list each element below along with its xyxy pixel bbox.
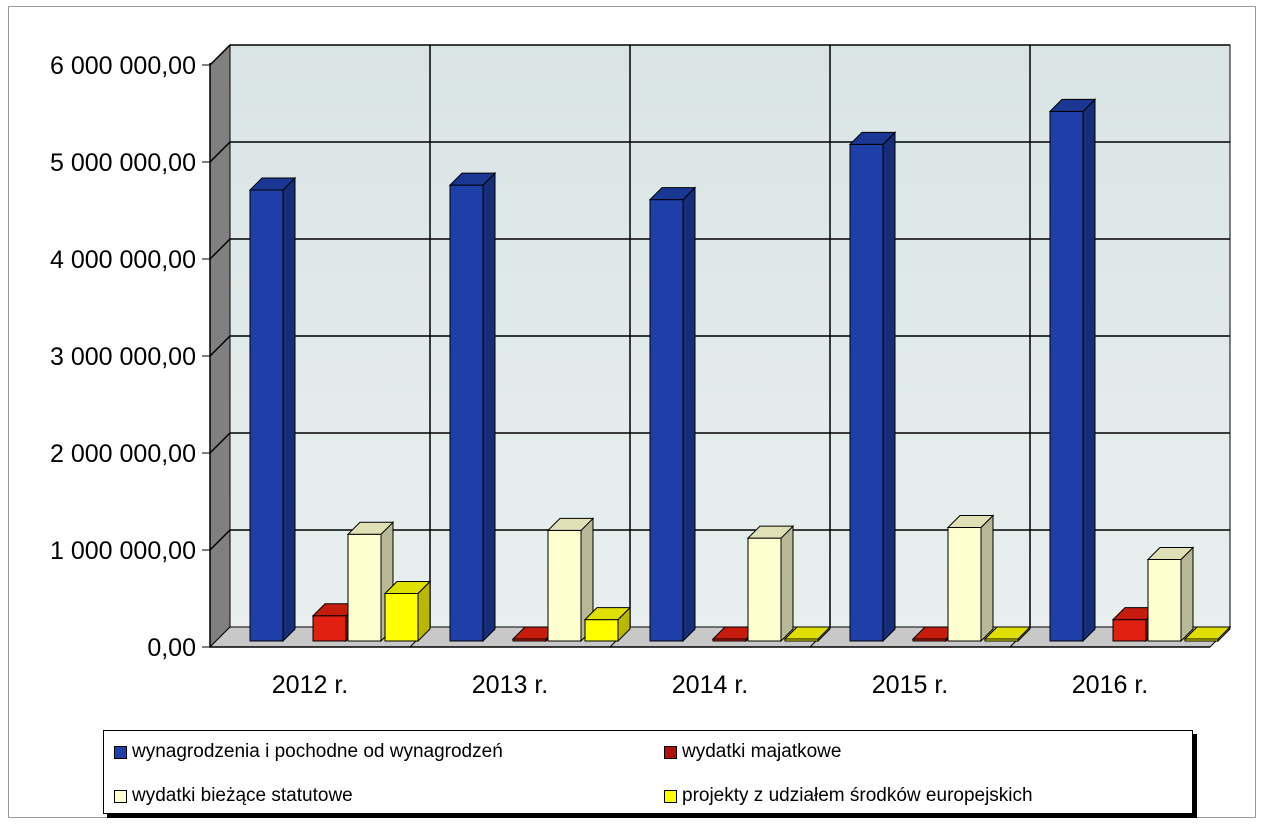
legend-label: wynagrodzenia i pochodne od wynagrodzeń bbox=[132, 741, 503, 762]
bar bbox=[848, 131, 897, 643]
legend-item: wynagrodzenia i pochodne od wynagrodzeń bbox=[114, 741, 503, 763]
legend-swatch bbox=[664, 745, 677, 759]
y-tick-label: 5 000 000,00 bbox=[50, 149, 196, 177]
bar-front bbox=[347, 533, 382, 642]
gridline bbox=[209, 529, 231, 551]
chart-frame bbox=[8, 6, 1256, 818]
bar-side bbox=[882, 131, 896, 643]
bar bbox=[983, 625, 1032, 643]
y-tick-label: 3 000 000,00 bbox=[50, 343, 196, 371]
legend-swatch bbox=[664, 789, 677, 803]
bar-top bbox=[583, 607, 632, 621]
bar bbox=[248, 176, 297, 643]
y-tick-label: 0,00 bbox=[147, 634, 196, 662]
legend-item: projekty z udziałem środków europejskich bbox=[664, 785, 1033, 807]
bar bbox=[648, 186, 697, 643]
x-tick-label: 2016 r. bbox=[1072, 671, 1148, 699]
bar bbox=[1048, 98, 1097, 643]
bar-top bbox=[248, 177, 297, 191]
bar-front bbox=[547, 529, 582, 642]
bar bbox=[783, 625, 832, 643]
gridline bbox=[209, 432, 231, 454]
bar-side bbox=[780, 524, 794, 643]
bar-front bbox=[1049, 110, 1084, 642]
bar-front bbox=[1112, 619, 1147, 642]
y-tick-label: 1 000 000,00 bbox=[50, 537, 196, 565]
gridline bbox=[209, 238, 231, 260]
x-tick-label: 2013 r. bbox=[472, 671, 548, 699]
x-tick-label: 2014 r. bbox=[672, 671, 748, 699]
bar bbox=[746, 524, 795, 643]
legend-swatch bbox=[114, 745, 127, 759]
gridline bbox=[209, 141, 231, 163]
bar-top bbox=[983, 626, 1032, 640]
bar-front bbox=[449, 184, 484, 642]
bar-side bbox=[482, 171, 496, 643]
bar-front bbox=[312, 615, 347, 642]
x-tick-label: 2015 r. bbox=[872, 671, 948, 699]
bar bbox=[448, 171, 497, 643]
legend-label: wydatki majatkowe bbox=[682, 741, 842, 762]
bar-front bbox=[384, 592, 419, 642]
bar-front bbox=[584, 619, 619, 642]
legend-item: wydatki majatkowe bbox=[664, 741, 841, 763]
bar-top bbox=[546, 517, 595, 531]
bar-top bbox=[346, 521, 395, 535]
x-tick-label: 2012 r. bbox=[272, 671, 348, 699]
bar-top bbox=[1048, 98, 1097, 112]
bar-front bbox=[649, 199, 684, 642]
bar bbox=[383, 580, 432, 643]
legend: wynagrodzenia i pochodne od wynagrodzeń … bbox=[103, 730, 1193, 814]
bar-front bbox=[249, 189, 284, 642]
y-tick-label: 6 000 000,00 bbox=[50, 52, 196, 80]
gridline bbox=[209, 335, 231, 357]
bar-top bbox=[1146, 547, 1195, 561]
bar-side bbox=[682, 186, 696, 643]
bar-side bbox=[282, 176, 296, 643]
bar bbox=[583, 606, 632, 643]
legend-swatch bbox=[114, 789, 127, 803]
x-axis: 2012 r. 2013 r. 2014 r. 2015 r. 2016 r. bbox=[210, 646, 1210, 699]
bar-side bbox=[980, 514, 994, 643]
y-tick-label: 4 000 000,00 bbox=[50, 246, 196, 274]
bar-top bbox=[648, 187, 697, 201]
bars bbox=[248, 98, 1232, 643]
y-tick-label: 2 000 000,00 bbox=[50, 440, 196, 468]
bar-top bbox=[848, 131, 897, 145]
bar-top bbox=[783, 626, 832, 640]
bar-side bbox=[1082, 98, 1096, 643]
bar-top bbox=[448, 172, 497, 186]
legend-label: projekty z udziałem środków europejskich bbox=[682, 785, 1033, 806]
bar bbox=[1183, 625, 1232, 643]
bar-top bbox=[1183, 626, 1232, 640]
bar bbox=[1146, 546, 1195, 643]
bar-front bbox=[849, 143, 884, 642]
bar-front bbox=[947, 527, 982, 642]
bar-top bbox=[383, 580, 432, 594]
bar-side bbox=[1180, 546, 1194, 643]
bar-front bbox=[1147, 559, 1182, 642]
legend-label: wydatki bieżące statutowe bbox=[132, 785, 353, 806]
bar-top bbox=[946, 515, 995, 529]
gridline bbox=[209, 44, 231, 66]
bar bbox=[546, 517, 595, 643]
bar bbox=[946, 514, 995, 643]
legend-item: wydatki bieżące statutowe bbox=[114, 785, 353, 807]
bar-front bbox=[747, 537, 782, 642]
y-axis: 0,00 1 000 000,00 2 000 000,00 3 000 000,00… bbox=[50, 52, 211, 662]
bar-top bbox=[746, 525, 795, 539]
